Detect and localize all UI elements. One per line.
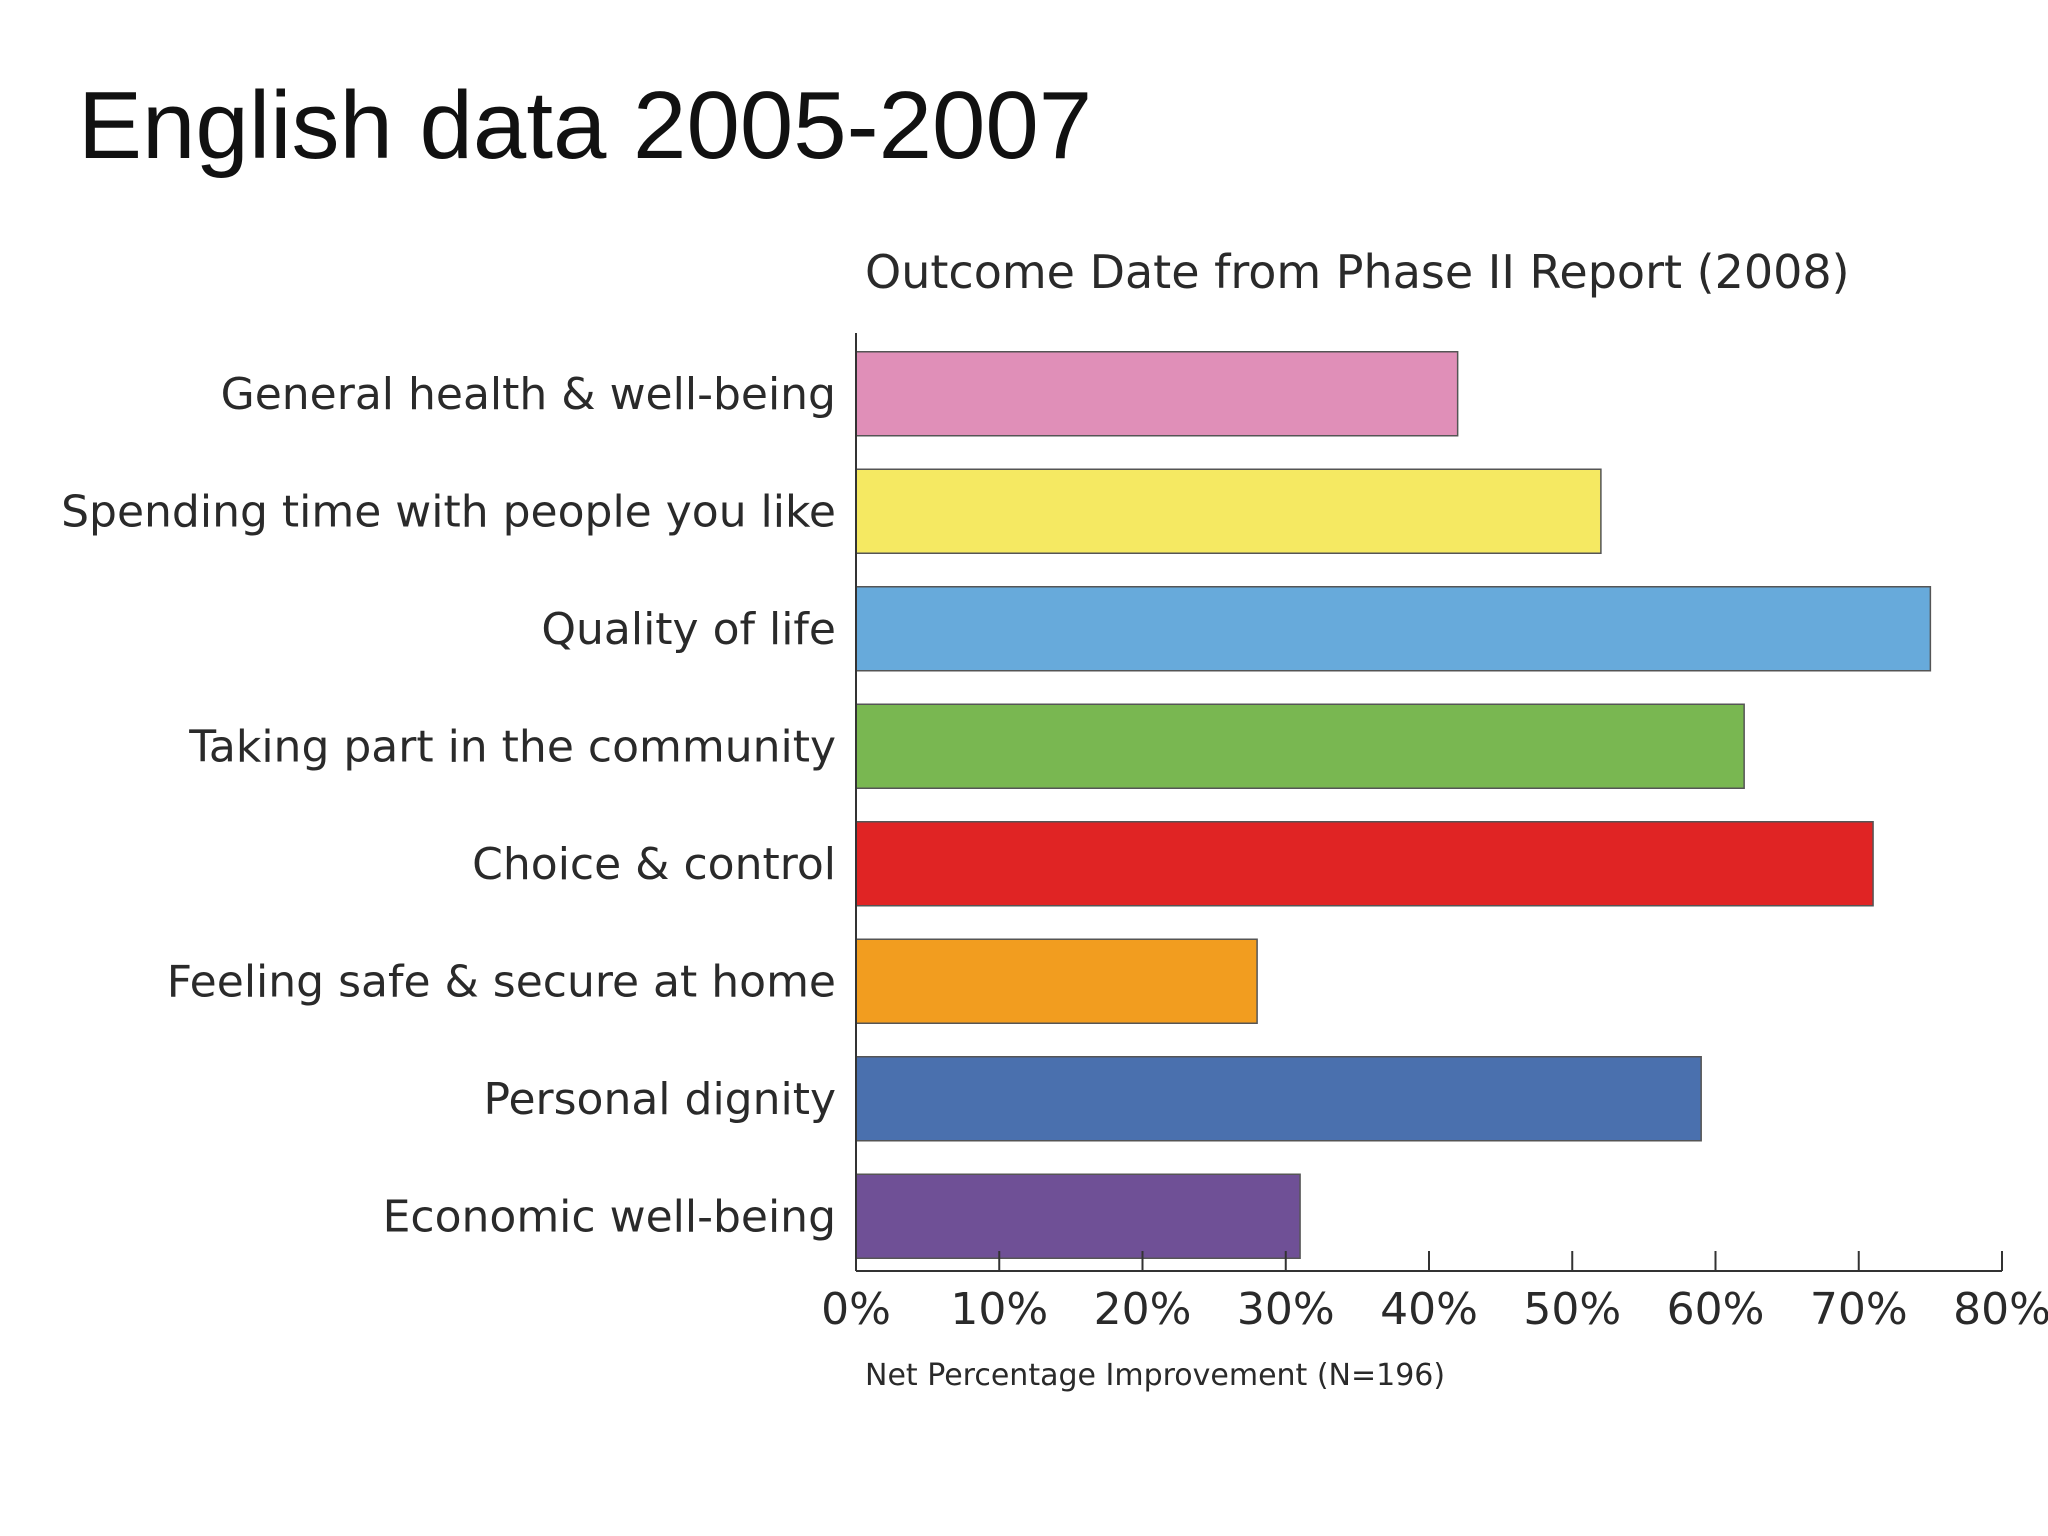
category-label: Economic well-being: [383, 1191, 836, 1242]
x-tick-label: 80%: [1953, 1284, 2048, 1335]
x-tick-label: 20%: [1094, 1284, 1192, 1335]
x-tick-label: 30%: [1237, 1284, 1335, 1335]
x-tick-label: 60%: [1667, 1284, 1765, 1335]
category-label: Choice & control: [472, 839, 836, 890]
category-label: Quality of life: [541, 604, 836, 655]
category-label: Feeling safe & secure at home: [167, 956, 836, 1007]
x-tick-label: 0%: [821, 1284, 891, 1335]
category-label: General health & well-being: [221, 369, 836, 420]
axes-layer: 0% 10% 20% 30% 40% 50% 60% 70% 80%: [821, 333, 2048, 1335]
category-label: Taking part in the community: [188, 721, 836, 772]
chart-title: Outcome Date from Phase II Report (2008): [865, 245, 1850, 299]
bar-5: [855, 821, 1874, 907]
bars-layer: General health & well-being Spending time…: [61, 351, 1932, 1259]
bar-3: [855, 586, 1932, 672]
category-label: Personal dignity: [483, 1074, 836, 1125]
bar-7: [855, 1056, 1702, 1142]
slide-title: English data 2005-2007: [78, 72, 1093, 179]
bar-2: [855, 468, 1602, 554]
x-tick-label: 50%: [1523, 1284, 1621, 1335]
x-tick-label: 70%: [1810, 1284, 1908, 1335]
bar-8: [855, 1173, 1301, 1259]
x-axis-title: Net Percentage Improvement (N=196): [865, 1358, 1445, 1393]
bar-6: [855, 938, 1258, 1024]
category-label: Spending time with people you like: [61, 486, 836, 537]
x-tick-label: 40%: [1380, 1284, 1478, 1335]
bar-1: [855, 351, 1459, 437]
bar-4: [855, 703, 1745, 789]
x-tick-label: 10%: [950, 1284, 1048, 1335]
